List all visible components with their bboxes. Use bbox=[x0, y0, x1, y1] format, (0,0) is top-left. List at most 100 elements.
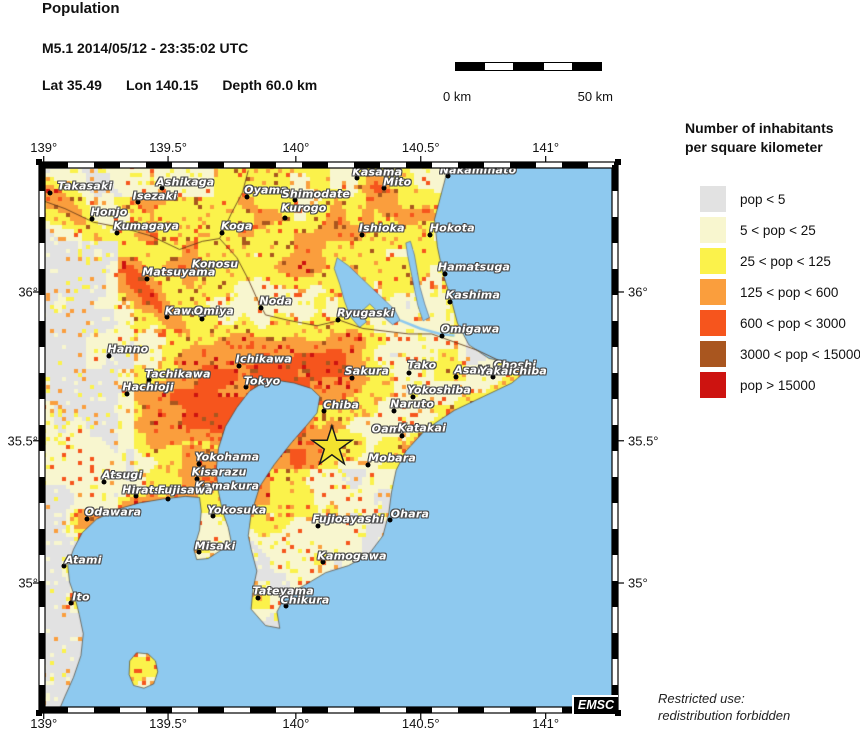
city-label: Hachioji bbox=[122, 380, 174, 394]
legend-color-swatch bbox=[700, 341, 726, 367]
legend-row: 3000 < pop < 15000 bbox=[685, 341, 860, 367]
longitude-label-top: 139° bbox=[30, 140, 58, 155]
city-label: Nakaminato bbox=[439, 165, 517, 177]
longitude-label-top: 140.5° bbox=[401, 140, 440, 155]
city-label: Kamogawa bbox=[317, 549, 387, 563]
city-label: Takasaki bbox=[57, 179, 113, 193]
city-label: Hanno bbox=[107, 342, 149, 356]
longitude-label-top: 141° bbox=[532, 140, 560, 155]
city-label: Chikura bbox=[280, 593, 330, 607]
city-label: Kashima bbox=[445, 288, 501, 302]
scale-end-label: 50 km bbox=[577, 89, 613, 104]
city-dot bbox=[47, 190, 53, 196]
city-label: Odawara bbox=[84, 505, 142, 519]
city-label: Kurogo bbox=[281, 201, 327, 215]
city-label: Honjo bbox=[90, 205, 128, 219]
legend-range-label: 600 < pop < 3000 bbox=[740, 315, 846, 331]
city-dot bbox=[165, 496, 171, 502]
city-label: Fujioayashi bbox=[312, 512, 384, 526]
frame-corner bbox=[615, 159, 621, 165]
longitude-label-bottom: 141° bbox=[532, 716, 560, 731]
longitude-label-top: 140° bbox=[282, 140, 310, 155]
city-label: Yokoshiba bbox=[407, 383, 471, 397]
event-location-line: Lat 35.49 Lon 140.15 Depth 60.0 km bbox=[42, 77, 317, 93]
scale-bar-segment bbox=[456, 63, 486, 70]
legend-range-label: 5 < pop < 25 bbox=[740, 222, 816, 238]
longitude-label-top: 139.5° bbox=[149, 140, 187, 155]
legend-range-label: pop > 15000 bbox=[740, 377, 816, 393]
legend-color-swatch bbox=[700, 372, 726, 398]
city-label: Atami bbox=[64, 553, 102, 567]
city-label: Fujisawa bbox=[157, 483, 213, 497]
map-scale-bar bbox=[455, 62, 602, 71]
city-label: Chiba bbox=[323, 398, 360, 412]
scale-bar-segment bbox=[514, 63, 544, 70]
longitude-label-bottom: 139.5° bbox=[149, 716, 187, 731]
city-label: Omigawa bbox=[440, 322, 500, 336]
latitude-label-left: 35° bbox=[18, 575, 38, 591]
legend-row: 125 < pop < 600 bbox=[685, 279, 860, 305]
legend-color-swatch bbox=[700, 186, 726, 212]
legend-row: 600 < pop < 3000 bbox=[685, 310, 860, 336]
city-label: Katakai bbox=[397, 421, 447, 435]
city-label: Yokosuka bbox=[207, 503, 267, 517]
latitude-label-right: 36° bbox=[628, 284, 648, 300]
city-label: Hamatsuga bbox=[437, 260, 511, 274]
city-label: Ishioka bbox=[358, 221, 405, 235]
city-labels-layer: Takasaki Ashikaga Isezaki Oyama Shimodate Kas… bbox=[42, 165, 615, 710]
city-label: Kisarazu bbox=[191, 465, 247, 479]
legend-title-line2: per square kilometer bbox=[685, 139, 823, 155]
longitude-label-bottom: 140° bbox=[282, 716, 310, 731]
city-label: Yokohama bbox=[194, 450, 260, 464]
legend-row: 25 < pop < 125 bbox=[685, 248, 860, 274]
city-label: Ito bbox=[72, 590, 90, 604]
legend-color-swatch bbox=[700, 217, 726, 243]
city-label: Misaki bbox=[194, 539, 236, 553]
city-label: Yakaichiba bbox=[478, 364, 548, 378]
legend-range-label: 3000 < pop < 15000 bbox=[740, 346, 860, 362]
latitude-label-right: 35.5° bbox=[628, 433, 659, 449]
event-longitude: Lon 140.15 bbox=[125, 77, 199, 93]
legend-color-swatch bbox=[700, 248, 726, 274]
event-magnitude-datetime: M5.1 2014/05/12 - 23:35:02 UTC bbox=[42, 40, 249, 56]
city-label: Tako bbox=[407, 358, 437, 372]
city-label: Ohara bbox=[390, 507, 430, 521]
city-label: Sakura bbox=[344, 364, 390, 378]
city-label: Koga bbox=[221, 219, 253, 233]
legend-color-swatch bbox=[700, 310, 726, 336]
restricted-use-line1: Restricted use: bbox=[658, 691, 745, 706]
scale-bar-segment bbox=[572, 63, 602, 70]
city-label: Ashikaga bbox=[156, 175, 215, 189]
city-label: Matsuyama bbox=[142, 265, 216, 279]
legend-items: pop < 5 5 < pop < 25 25 < pop < 125 125 < p… bbox=[685, 186, 860, 398]
event-latitude: Lat 35.49 bbox=[42, 77, 102, 93]
legend-title-line1: Number of inhabitants bbox=[685, 120, 834, 136]
city-label: Noda bbox=[259, 294, 293, 308]
latitude-label-left: 35.5° bbox=[7, 433, 38, 449]
legend-range-label: 25 < pop < 125 bbox=[740, 253, 831, 269]
city-label: Hokota bbox=[429, 221, 475, 235]
legend-row: 5 < pop < 25 bbox=[685, 217, 860, 243]
scale-start-label: 0 km bbox=[443, 89, 472, 104]
page-title: Population bbox=[42, 0, 120, 17]
city-label: Kumagaya bbox=[113, 219, 180, 233]
map-scale-bar-labels: 0 km 50 km bbox=[443, 89, 613, 104]
restricted-use-line2: redistribution forbidden bbox=[658, 708, 791, 723]
city-label: Naruto bbox=[390, 397, 435, 411]
event-depth: Depth 60.0 km bbox=[222, 77, 318, 93]
city-label: Isezaki bbox=[132, 189, 178, 203]
legend-row: pop > 15000 bbox=[685, 372, 860, 398]
city-label: Atsugi bbox=[102, 468, 143, 482]
city-label: Omiya bbox=[193, 304, 234, 318]
population-map: Takasaki Ashikaga Isezaki Oyama Shimodate Kas… bbox=[33, 156, 624, 719]
city-dot bbox=[282, 215, 288, 221]
emsc-logo: EMSC bbox=[571, 695, 618, 714]
city-label: Mobara bbox=[368, 451, 417, 465]
latitude-label-left: 36° bbox=[18, 284, 38, 300]
city-label: Shimodate bbox=[281, 187, 351, 201]
city-label: Tachikawa bbox=[144, 367, 211, 381]
population-legend: Number of inhabitants per square kilomet… bbox=[685, 119, 860, 403]
latitude-label-right: 35° bbox=[628, 575, 648, 591]
city-label: Ryugaski bbox=[337, 306, 395, 320]
scale-bar-segment bbox=[485, 63, 515, 70]
